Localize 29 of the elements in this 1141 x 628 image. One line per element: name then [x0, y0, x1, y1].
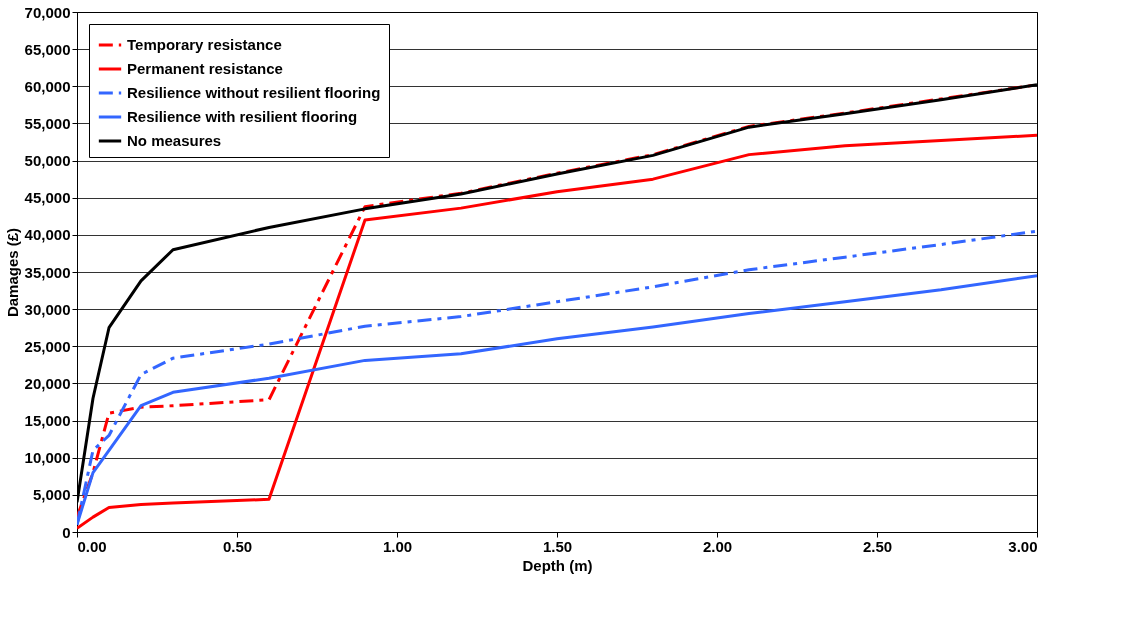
y-tick-label: 65,000: [24, 40, 71, 58]
legend-label: Temporary resistance: [127, 36, 282, 53]
y-tick-label: 5,000: [32, 486, 71, 504]
y-tick-label: 70,000: [24, 3, 71, 21]
y-tick-label: 25,000: [24, 337, 71, 355]
y-tick-label: 40,000: [24, 226, 71, 244]
x-tick-label: 2.50: [862, 537, 893, 555]
y-tick-label: 50,000: [24, 152, 71, 170]
y-tick-label: 15,000: [24, 412, 71, 430]
y-tick-label: 20,000: [24, 374, 71, 392]
y-axis-title: Damages (£): [3, 227, 21, 318]
legend-label: Permanent resistance: [127, 60, 283, 77]
x-tick-label: 1.50: [542, 537, 573, 555]
y-tick-label: 45,000: [24, 189, 71, 207]
legend-label: Resilience without resilient flooring: [127, 84, 381, 101]
x-tick-label: 0.00: [77, 537, 107, 555]
y-tick-label: 35,000: [24, 263, 71, 281]
legend-label: No measures: [127, 132, 222, 149]
y-tick-label: 10,000: [24, 449, 71, 467]
y-tick-label: 30,000: [24, 300, 71, 318]
y-tick-label: 55,000: [24, 114, 71, 132]
x-tick-label: 1.00: [382, 537, 413, 555]
legend-label: Resilience with resilient flooring: [127, 108, 358, 125]
x-tick-label: 2.00: [702, 537, 733, 555]
x-axis-title: Depth (m): [522, 556, 593, 574]
x-tick-label: 3.00: [1008, 537, 1038, 555]
y-tick-label: 60,000: [24, 77, 71, 95]
x-tick-label: 0.50: [222, 537, 253, 555]
y-tick-label: 0: [62, 523, 71, 541]
